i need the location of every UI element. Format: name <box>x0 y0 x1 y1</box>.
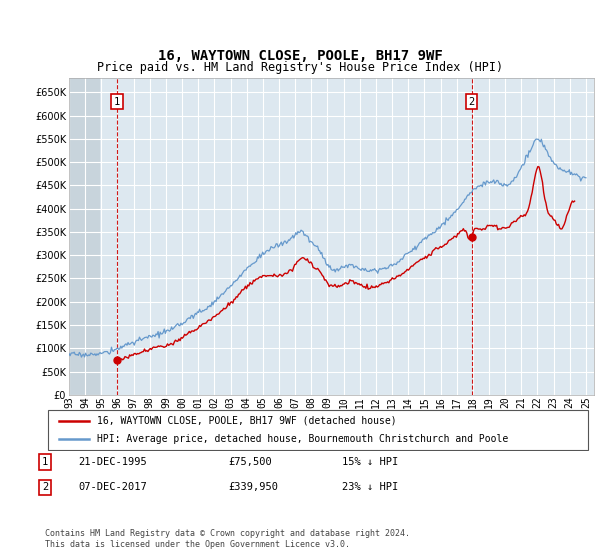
Text: £339,950: £339,950 <box>228 482 278 492</box>
Text: 15% ↓ HPI: 15% ↓ HPI <box>342 457 398 467</box>
Text: Contains HM Land Registry data © Crown copyright and database right 2024.
This d: Contains HM Land Registry data © Crown c… <box>45 529 410 549</box>
Text: 16, WAYTOWN CLOSE, POOLE, BH17 9WF: 16, WAYTOWN CLOSE, POOLE, BH17 9WF <box>158 49 442 63</box>
Text: 21-DEC-1995: 21-DEC-1995 <box>78 457 147 467</box>
FancyBboxPatch shape <box>48 410 588 450</box>
Text: 16, WAYTOWN CLOSE, POOLE, BH17 9WF (detached house): 16, WAYTOWN CLOSE, POOLE, BH17 9WF (deta… <box>97 416 397 426</box>
Text: 07-DEC-2017: 07-DEC-2017 <box>78 482 147 492</box>
Text: £75,500: £75,500 <box>228 457 272 467</box>
Text: 1: 1 <box>42 457 48 467</box>
Text: 1: 1 <box>114 97 120 106</box>
Text: 23% ↓ HPI: 23% ↓ HPI <box>342 482 398 492</box>
Text: 2: 2 <box>42 482 48 492</box>
Text: Price paid vs. HM Land Registry's House Price Index (HPI): Price paid vs. HM Land Registry's House … <box>97 60 503 74</box>
Text: HPI: Average price, detached house, Bournemouth Christchurch and Poole: HPI: Average price, detached house, Bour… <box>97 434 508 444</box>
Text: 2: 2 <box>469 97 475 106</box>
Bar <box>69 78 100 395</box>
